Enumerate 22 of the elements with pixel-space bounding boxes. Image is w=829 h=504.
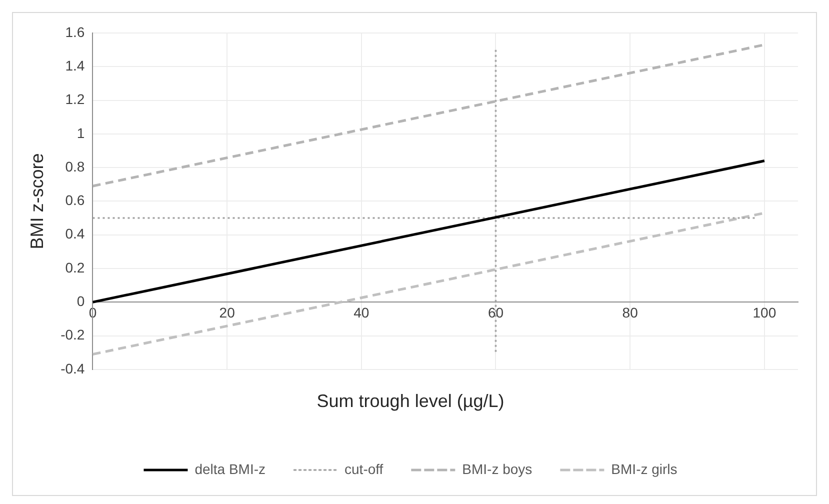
x-tick-label: 100 (752, 304, 776, 320)
y-tick-label: -0.4 (60, 360, 85, 376)
y-tick-label: 0.8 (65, 158, 85, 174)
y-tick-label: 0.6 (65, 192, 85, 208)
y-tick-label: 0 (76, 292, 85, 309)
legend-label: delta BMI-z (194, 460, 266, 477)
x-tick-label: 20 (219, 304, 236, 320)
legend-label: BMI-z girls (611, 460, 678, 477)
x-tick-label: 80 (622, 304, 638, 320)
y-tick-label: 0.2 (65, 259, 85, 276)
y-tick-label: -0.2 (60, 326, 85, 343)
y-tick-label: 1.6 (65, 24, 85, 40)
y-tick-label: 0.4 (65, 226, 85, 242)
y-tick-label: 1.2 (65, 91, 85, 108)
legend-label: BMI-z boys (462, 460, 532, 477)
x-tick-label: 40 (354, 304, 370, 320)
y-axis-title: BMI z-score (26, 153, 47, 250)
legend-label: cut-off (344, 460, 384, 477)
y-tick-label: 1.4 (65, 58, 85, 74)
x-axis-title: Sum trough level (µg/L) (316, 391, 504, 412)
y-tick-label: 1 (76, 124, 85, 141)
x-tick-label: 60 (488, 304, 504, 320)
